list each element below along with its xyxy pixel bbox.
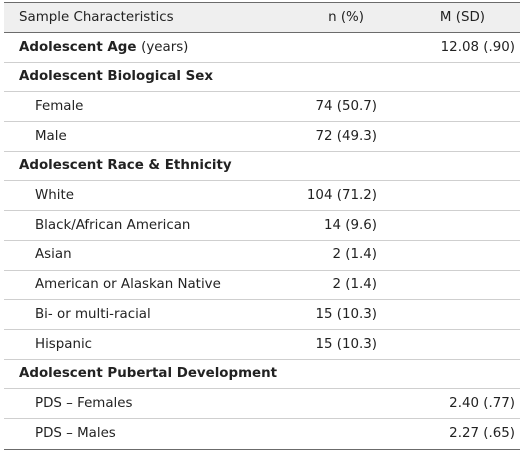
row-n: 74 (50.7) [315, 99, 377, 115]
table-row-female: Female 74 (50.7) [4, 92, 520, 123]
row-m: 12.08 (.90) [440, 39, 515, 55]
table-row-asian: Asian 2 (1.4) [4, 241, 520, 271]
row-label: PDS – Males [35, 426, 116, 442]
row-m: 2.27 (.65) [449, 426, 515, 442]
row-n: 72 (49.3) [315, 128, 377, 144]
table-row-male: Male 72 (49.3) [4, 122, 520, 152]
row-label: Asian [35, 247, 72, 263]
row-n: 15 (10.3) [315, 306, 377, 322]
row-n: 14 (9.6) [323, 217, 377, 233]
row-n: 104 (71.2) [306, 188, 377, 204]
row-label: Adolescent Race & Ethnicity [19, 158, 232, 174]
row-label: American or Alaskan Native [35, 277, 221, 293]
row-label: Adolescent Pubertal Development [19, 366, 278, 382]
table-header-row: Sample Characteristics n (%) M (SD) [4, 3, 520, 33]
table-row-pubertal-section: Adolescent Pubertal Development [4, 360, 520, 390]
row-label: White [35, 188, 74, 204]
table-row-native: American or Alaskan Native 2 (1.4) [4, 271, 520, 301]
row-m: 2.40 (.77) [449, 395, 515, 411]
row-n: 2 (1.4) [332, 247, 377, 263]
header-mean-sd: M (SD) [439, 9, 485, 25]
table-row-race-section: Adolescent Race & Ethnicity [4, 152, 520, 182]
table-row-hispanic: Hispanic 15 (10.3) [4, 330, 520, 360]
row-label: Black/African American [35, 217, 191, 233]
table-row-sex-section: Adolescent Biological Sex [4, 63, 520, 93]
table-row-pds-females: PDS – Females 2.40 (.77) [4, 389, 520, 419]
age-label: Adolescent Age [19, 39, 137, 55]
table-row-pds-males: PDS – Males 2.27 (.65) [4, 419, 520, 449]
row-label: Adolescent Age (years) [4, 39, 284, 55]
table-row-black: Black/African American 14 (9.6) [4, 211, 520, 241]
table-row-multiracial: Bi- or multi-racial 15 (10.3) [4, 300, 520, 330]
row-label: Bi- or multi-racial [35, 306, 151, 322]
header-n-percent: n (%) [328, 9, 364, 25]
age-unit: (years) [141, 39, 189, 55]
row-label: Male [35, 128, 67, 144]
row-label: PDS – Females [35, 395, 133, 411]
row-label: Adolescent Biological Sex [19, 69, 213, 85]
row-n: 2 (1.4) [332, 277, 377, 293]
header-characteristics: Sample Characteristics [19, 9, 174, 25]
sample-characteristics-table: Sample Characteristics n (%) M (SD) Adol… [4, 2, 520, 450]
row-label: Female [35, 99, 84, 115]
table-row-age: Adolescent Age (years) 12.08 (.90) [4, 33, 520, 63]
row-n: 15 (10.3) [315, 336, 377, 352]
table-row-white: White 104 (71.2) [4, 181, 520, 212]
row-label: Hispanic [35, 336, 93, 352]
